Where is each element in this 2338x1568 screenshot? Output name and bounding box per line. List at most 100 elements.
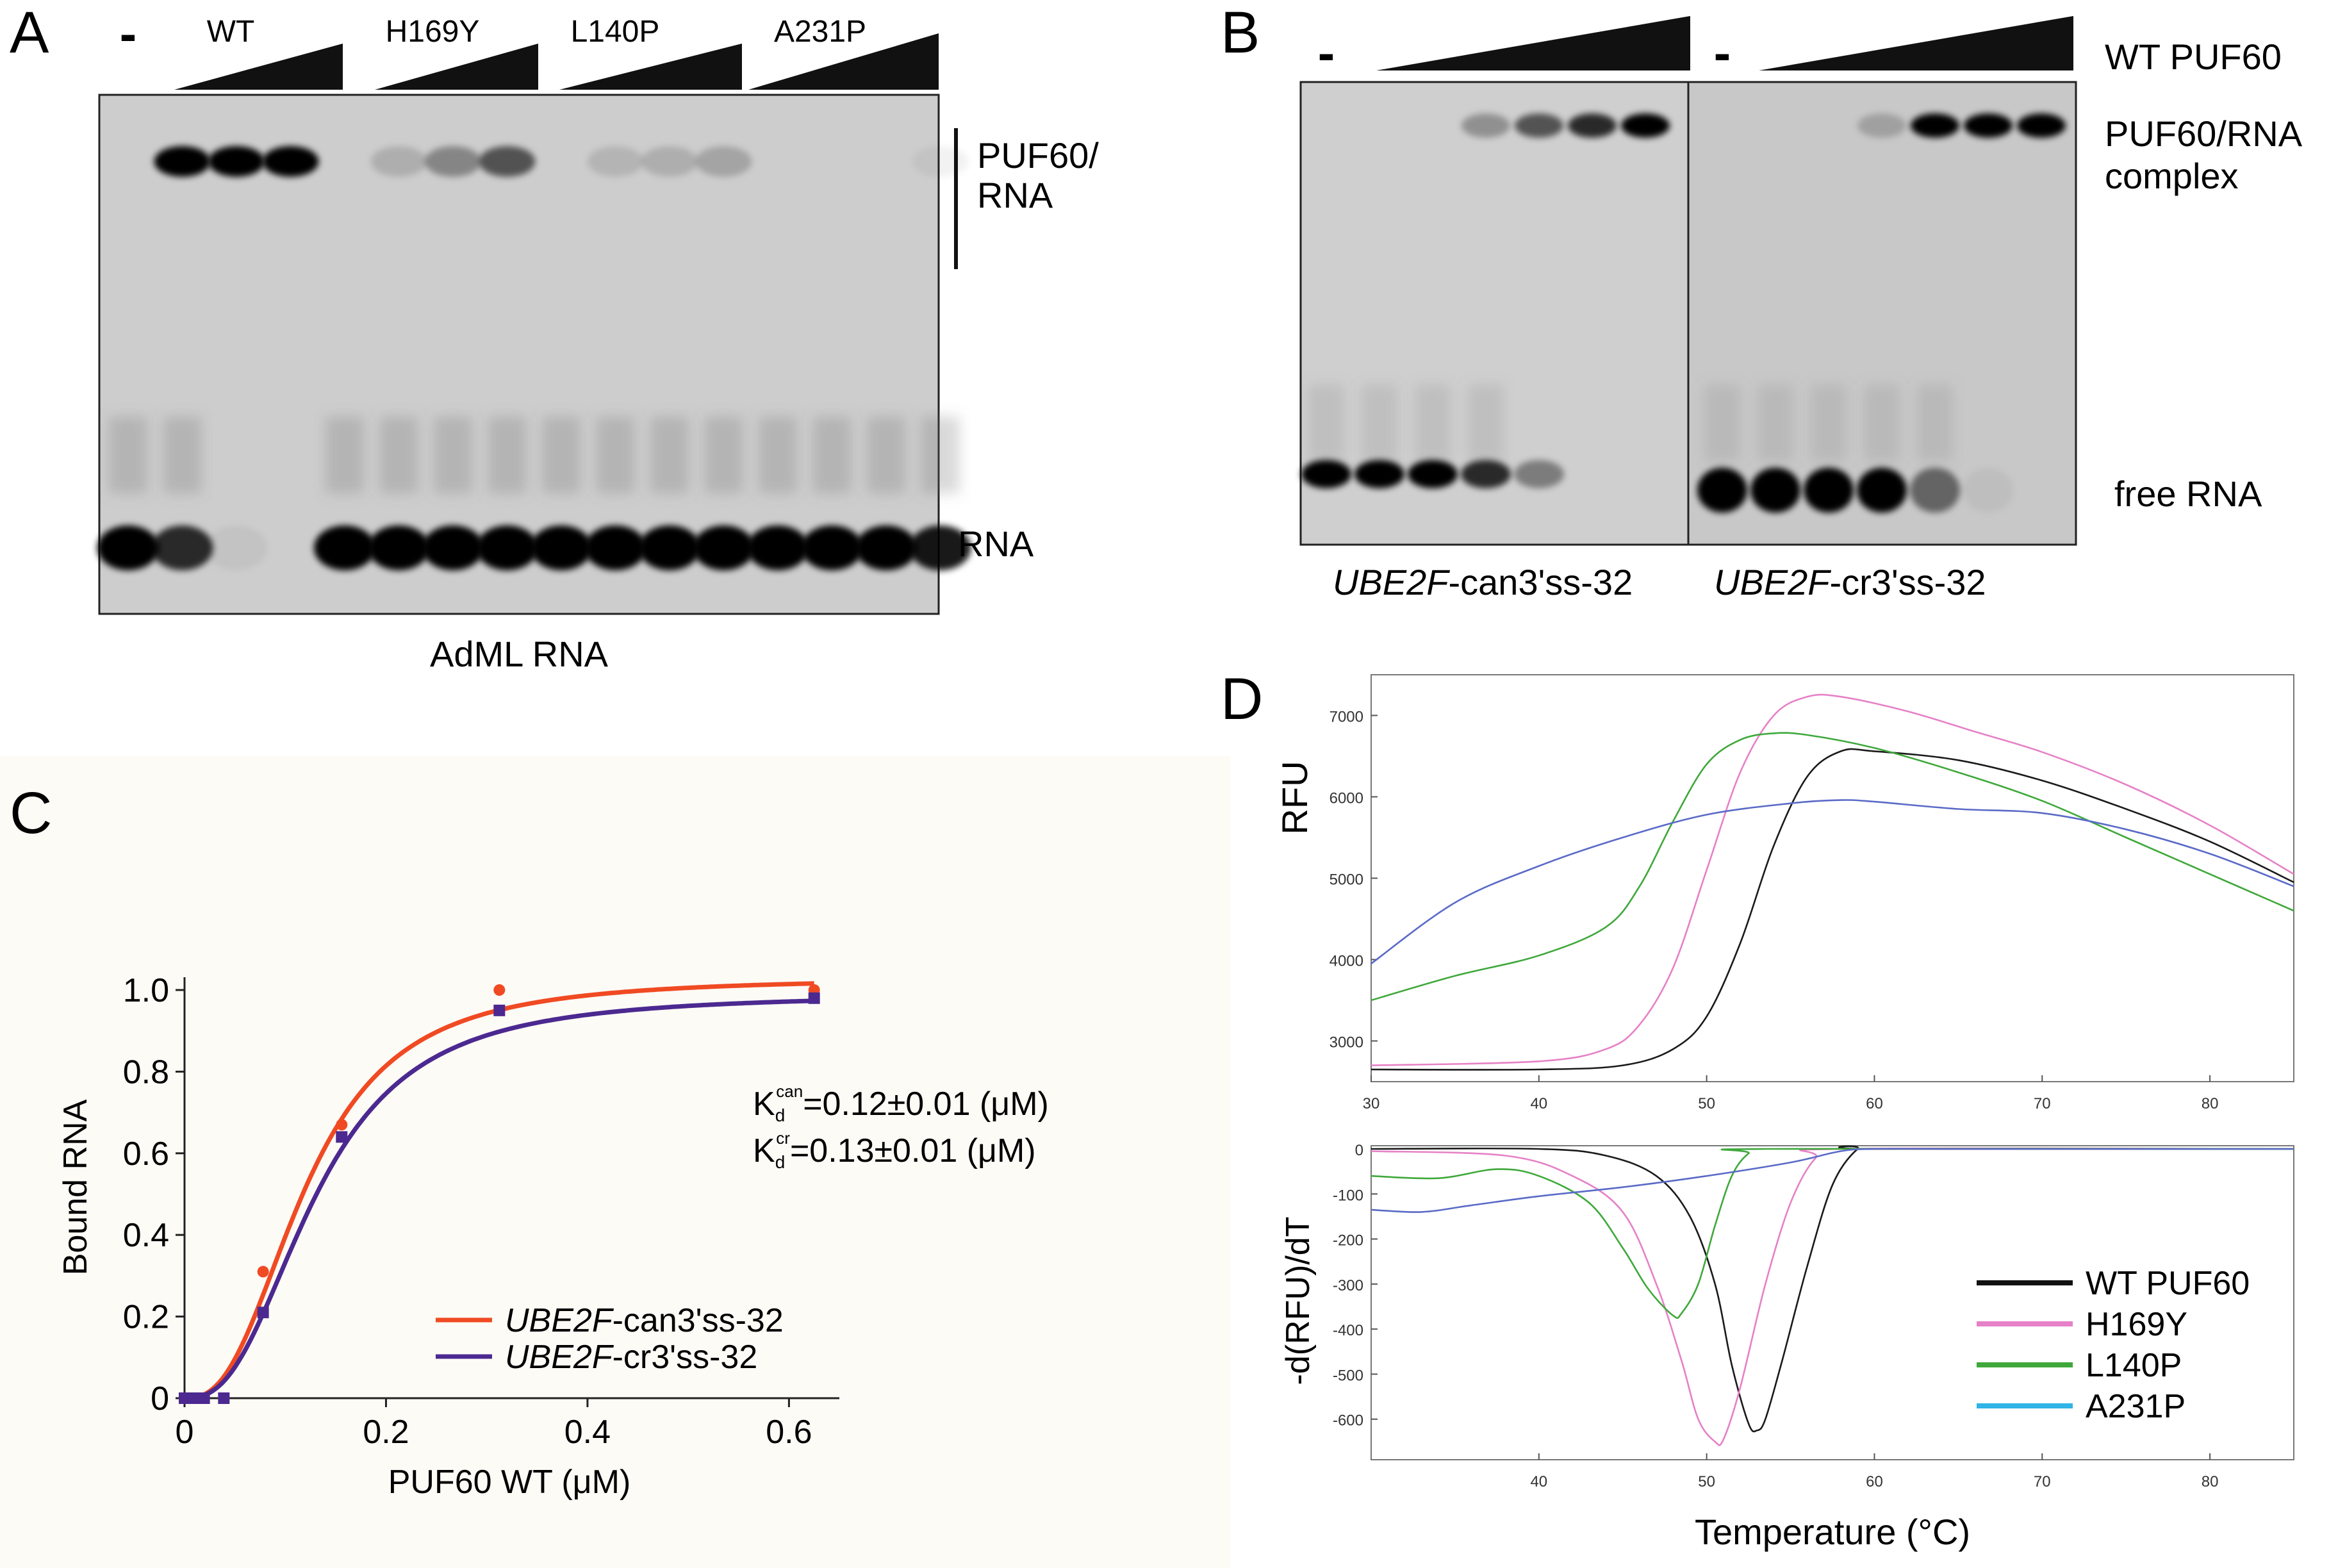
gel-band-complex <box>641 146 698 177</box>
d-bot-y-tick-label: 0 <box>1355 1142 1363 1159</box>
gel-band-free <box>1408 460 1458 488</box>
panel-a-bands <box>97 146 971 570</box>
gel-smear <box>163 417 202 493</box>
panel-d: D 3000 4000 5000 6000 7000 30 40 50 60 70 80 RFU 0… <box>1221 666 2294 1552</box>
panel-a-group-label-l140p: L140P <box>571 15 660 49</box>
c-kd-annotation-can: Kdcan=0.12±0.01 (μM) <box>753 1082 1049 1125</box>
c-legend-label-cr: UBE2F-cr3'ss-32 <box>505 1339 757 1376</box>
gel-band-complex <box>912 146 969 177</box>
d-top-y-axis-title: RFU <box>1274 761 1315 834</box>
d-bottom-y-axis-title: -d(RFU)/dT <box>1280 1217 1317 1385</box>
d-bot-series-line <box>1371 1148 2294 1213</box>
gel-smear <box>1758 384 1793 461</box>
d-top-x-tick-label: 40 <box>1530 1095 1547 1112</box>
panel-a-group-label-a231p: A231P <box>774 15 866 49</box>
c-x-tick-label: 0 <box>176 1414 194 1451</box>
panel-a-wedge-a231p <box>748 33 939 90</box>
gel-band-free <box>1514 460 1564 488</box>
gel-band-complex <box>154 146 211 177</box>
gel-band-free <box>1301 460 1351 488</box>
d-legend: WT PUF60 H169Y L140P A231P <box>1977 1265 2250 1425</box>
c-legend-label-can: UBE2F-can3'ss-32 <box>505 1302 784 1339</box>
panel-b-neg-control-can: - <box>1318 24 1335 81</box>
panel-b-letter: B <box>1221 0 1260 65</box>
gel-band-free <box>584 525 646 570</box>
gel-band-free <box>206 525 267 570</box>
panel-a-wedge-wt <box>174 44 343 90</box>
gel-band-complex <box>208 146 265 177</box>
c-data-point <box>493 1004 506 1016</box>
d-top-frame <box>1371 674 2294 1082</box>
d-top-series-line <box>1371 748 2294 1071</box>
gel-band-free <box>1354 460 1404 488</box>
c-y-tick-label: 0.6 <box>123 1135 169 1173</box>
c-data-point <box>257 1266 269 1278</box>
panel-b: B - - WT PUF60 PUF60/RNA complex free RNA… <box>1221 0 2303 602</box>
gel-band-free <box>314 525 375 570</box>
d-top-y-tick-label: 4000 <box>1330 953 1363 970</box>
panel-b-bands <box>1301 113 2066 513</box>
c-data-point <box>493 984 506 996</box>
panel-b-complex-label: PUF60/RNA complex <box>2105 113 2303 196</box>
gel-band-complex <box>1857 113 1906 138</box>
chart-bound-rna: 0 0.2 0.4 0.6 0.8 1.0 0 0.2 0.4 0.6 Bound RNA PU… <box>57 972 1049 1501</box>
gel-smear <box>1468 384 1504 461</box>
c-data-point <box>218 1392 230 1404</box>
d-top-series-line <box>1371 693 2294 1066</box>
gel-band-free <box>1697 468 1747 513</box>
gel-band-complex <box>695 146 752 177</box>
d-bot-y-tick-label: -500 <box>1333 1367 1363 1384</box>
gel-smear <box>1704 384 1740 461</box>
gel-band-complex <box>1568 113 1617 138</box>
c-y-tick-label: 0 <box>151 1380 169 1417</box>
c-x-tick-label: 0.4 <box>564 1414 611 1451</box>
c-x-tick-label: 0.2 <box>363 1414 409 1451</box>
panel-b-caption-can: UBE2F-can3'ss-32 <box>1333 562 1633 602</box>
gel-band-free <box>1461 460 1511 488</box>
gel-smear <box>759 417 797 493</box>
gel-band-free <box>151 525 213 570</box>
gel-band-free <box>1963 468 2013 513</box>
c-data-point <box>198 1392 210 1404</box>
c-kd-annotation-cr: Kdcr=0.13±0.01 (μM) <box>753 1128 1036 1172</box>
gel-band-complex <box>1911 113 1959 138</box>
panel-a: A - WT H169Y L140P A231P PUF60/RNA RNA A… <box>10 0 1099 674</box>
gel-smear <box>1917 384 1953 461</box>
panel-a-group-label-h169y: H169Y <box>386 15 480 49</box>
gel-band-free <box>693 525 755 570</box>
gel-band-complex <box>425 146 481 177</box>
panel-c: C 0 0.2 0.4 0.6 0.8 1.0 0 0.2 0.4 0.6 Bound RNA … <box>0 756 1230 1568</box>
gel-smear <box>1415 384 1451 461</box>
c-data-point <box>336 1119 348 1131</box>
gel-band-free <box>639 525 700 570</box>
panel-b-caption-cr: UBE2F-cr3'ss-32 <box>1714 562 1986 602</box>
c-legend: UBE2F-can3'ss-32 UBE2F-cr3'ss-32 <box>436 1302 784 1376</box>
gel-band-complex <box>1515 113 1563 138</box>
d-top-y-tick-label: 5000 <box>1330 871 1363 889</box>
panel-a-complex-label: PUF60/RNA <box>977 135 1099 215</box>
panel-d-letter: D <box>1221 666 1263 732</box>
d-bot-x-tick-label: 70 <box>2034 1473 2051 1490</box>
d-top-y-tick-label: 7000 <box>1330 709 1363 726</box>
gel-band-complex <box>1461 113 1510 138</box>
c-data-point <box>808 992 820 1004</box>
d-legend-label: H169Y <box>2086 1306 2187 1343</box>
c-y-axis-title: Bound RNA <box>57 1099 94 1275</box>
panel-a-free-label: RNA <box>958 524 1034 564</box>
gel-smear <box>488 417 527 493</box>
d-legend-label: WT PUF60 <box>2086 1265 2250 1302</box>
gel-band-complex <box>1621 113 1670 138</box>
d-bot-y-tick-label: -300 <box>1333 1277 1363 1294</box>
d-top-series-line <box>1371 799 2294 964</box>
c-y-tick-label: 1.0 <box>123 972 169 1009</box>
d-bot-series-line <box>1371 1148 2294 1319</box>
gel-band-free <box>855 525 917 570</box>
d-bot-x-tick-label: 80 <box>2202 1473 2219 1490</box>
gel-band-complex <box>479 146 536 177</box>
panel-c-letter: C <box>10 780 52 846</box>
panel-b-neg-control-cr: - <box>1714 24 1731 81</box>
gel-smear <box>704 417 743 493</box>
d-bot-x-tick-label: 60 <box>1866 1473 1883 1490</box>
d-top-x-tick-label: 70 <box>2034 1095 2051 1112</box>
